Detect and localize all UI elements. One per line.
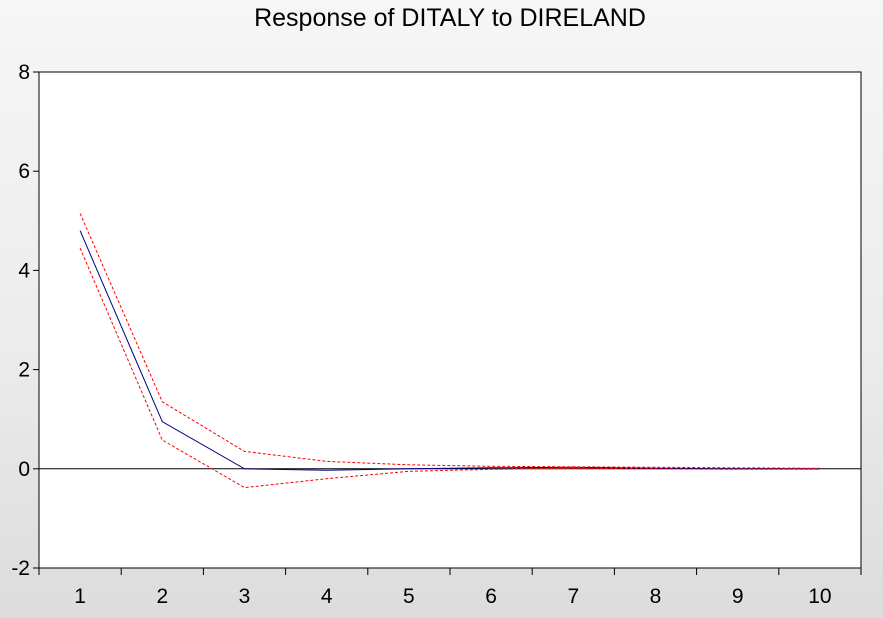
- y-tick-label: 8: [18, 61, 30, 84]
- x-tick-label: 1: [74, 585, 86, 608]
- y-axis: -2 0 2 4 6 8: [11, 61, 39, 580]
- series-line-lower-band: [79, 247, 820, 489]
- x-tick-label: 9: [732, 585, 744, 608]
- x-tick-label: 5: [403, 585, 415, 608]
- x-tick-label: 6: [485, 585, 497, 608]
- x-tick-label: 4: [321, 585, 333, 608]
- y-tick-label: 4: [18, 259, 30, 282]
- y-tick-label: 0: [18, 458, 30, 481]
- x-tick-label: 7: [567, 585, 579, 608]
- plot-background: [38, 71, 862, 569]
- y-tick-label: 6: [18, 160, 30, 183]
- x-tick-label: 8: [650, 585, 662, 608]
- series-group: [79, 213, 820, 489]
- x-axis: 1 2 3 4 5 6 7 8 9 10: [38, 568, 862, 608]
- chart-title: Response of DITALY to DIRELAND: [254, 4, 646, 32]
- y-tick-label: -2: [11, 557, 30, 580]
- x-tick-label: 10: [808, 585, 831, 608]
- y-tick-label: 2: [18, 359, 30, 382]
- series-line-upper-band: [79, 213, 820, 469]
- x-tick-label: 3: [239, 585, 251, 608]
- x-tick-label: 2: [156, 585, 168, 608]
